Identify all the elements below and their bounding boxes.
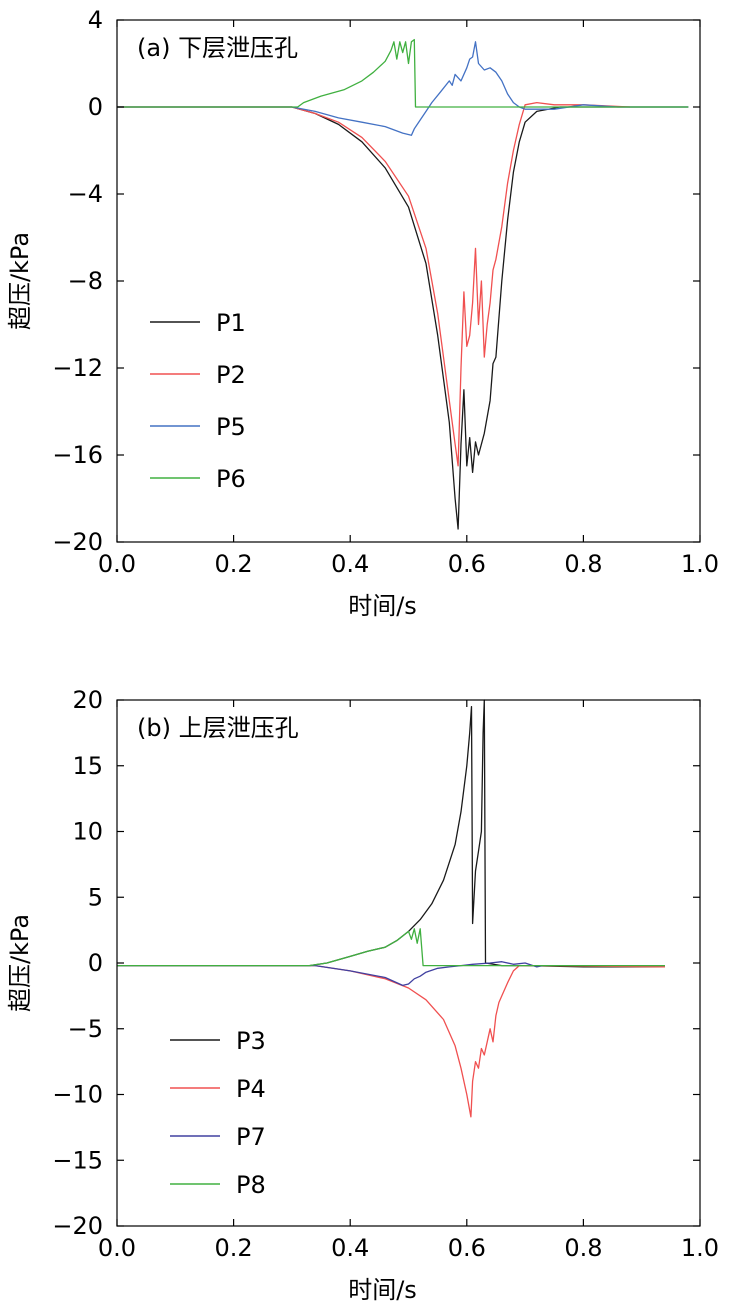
y-axis-title: 超压/kPa	[6, 914, 34, 1012]
x-tick-label: 0.4	[331, 550, 369, 578]
y-tick-label: −20	[52, 1212, 103, 1240]
x-tick-label: 0.0	[98, 550, 136, 578]
y-tick-label: 0	[88, 93, 103, 121]
y-tick-label: −10	[52, 1081, 103, 1109]
x-tick-label: 0.6	[448, 550, 486, 578]
y-tick-label: 4	[88, 6, 103, 34]
x-tick-label: 0.4	[331, 1234, 369, 1262]
x-tick-label: 0.2	[215, 1234, 253, 1262]
legend-label-p5: P5	[216, 413, 246, 441]
y-tick-label: 5	[88, 883, 103, 911]
y-tick-label: −20	[52, 528, 103, 556]
y-tick-label: −4	[68, 180, 103, 208]
series-line-p6	[117, 38, 689, 108]
x-tick-label: 1.0	[681, 550, 719, 578]
legend-label-p3: P3	[236, 1027, 266, 1055]
series-line-p4	[117, 964, 666, 1118]
x-tick-label: 0.6	[448, 1234, 486, 1262]
legend-label-p6: P6	[216, 465, 246, 493]
series-line-p5	[117, 41, 689, 136]
x-tick-label: 0.8	[564, 1234, 602, 1262]
panel-b-upper-vent-chart: 0.0 0.2 0.4 0.6 0.8 1.0 20 15 10 5 0 −5 −10 −15 −20 时间/…	[6, 686, 719, 1304]
y-tick-label: 20	[72, 686, 103, 714]
series-line-p2	[117, 101, 631, 467]
x-tick-label: 0.0	[98, 1234, 136, 1262]
plot-frame	[116, 699, 701, 1227]
x-axis-title: 时间/s	[348, 592, 417, 620]
x-tick-label: 0.8	[564, 550, 602, 578]
x-tick-label: 0.2	[215, 550, 253, 578]
legend-label-p2: P2	[216, 361, 246, 389]
legend-label-p8: P8	[236, 1171, 266, 1199]
y-tick-label: −12	[52, 354, 103, 382]
series-line-p8	[117, 928, 665, 967]
y-tick-label: −5	[68, 1015, 103, 1043]
panel-a-lower-vent-chart: 0.0 0.2 0.4 0.6 0.8 1.0 4 0 −4 −8 −12 −16 −20 时间/s 超压/…	[6, 6, 719, 620]
y-tick-label: 0	[88, 949, 103, 977]
series-line-p1	[117, 106, 689, 530]
legend-label-p1: P1	[216, 309, 246, 337]
panel-label: (a) 下层泄压孔	[137, 34, 298, 62]
y-tick-label: −15	[52, 1146, 103, 1174]
x-axis-title: 时间/s	[348, 1276, 417, 1304]
series-line-p7	[117, 961, 543, 987]
plot-frame	[116, 19, 701, 543]
legend-label-p4: P4	[236, 1075, 266, 1103]
y-tick-label: −16	[52, 441, 103, 469]
panel-label: (b) 上层泄压孔	[137, 714, 299, 742]
legend-label-p7: P7	[236, 1123, 266, 1151]
y-axis-title: 超压/kPa	[6, 232, 34, 330]
y-tick-label: −8	[68, 267, 103, 295]
x-tick-label: 1.0	[681, 1234, 719, 1262]
y-tick-label: 15	[72, 752, 103, 780]
y-tick-label: 10	[72, 818, 103, 846]
